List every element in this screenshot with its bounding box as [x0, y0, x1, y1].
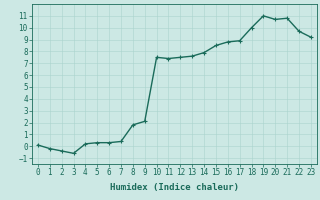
X-axis label: Humidex (Indice chaleur): Humidex (Indice chaleur)	[110, 183, 239, 192]
